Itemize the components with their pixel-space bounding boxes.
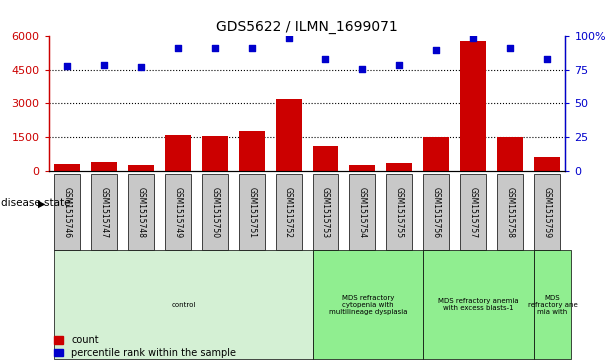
Point	[542, 56, 552, 62]
Text: MDS
refractory ane
mia with: MDS refractory ane mia with	[528, 295, 578, 315]
Bar	[497, 174, 523, 250]
Text: GSM1515758: GSM1515758	[506, 187, 514, 238]
Title: GDS5622 / ILMN_1699071: GDS5622 / ILMN_1699071	[216, 20, 398, 34]
Bar	[202, 136, 227, 171]
Bar	[423, 138, 449, 171]
Bar	[350, 165, 375, 171]
Text: GSM1515757: GSM1515757	[469, 187, 478, 238]
Bar	[54, 164, 80, 171]
Bar	[534, 250, 571, 359]
Point	[173, 45, 183, 51]
Text: GSM1515753: GSM1515753	[321, 187, 330, 238]
Text: control: control	[171, 302, 196, 308]
Bar	[275, 99, 302, 171]
Text: GSM1515747: GSM1515747	[100, 187, 108, 238]
Bar	[313, 250, 423, 359]
Bar	[202, 174, 227, 250]
Text: GSM1515749: GSM1515749	[173, 187, 182, 238]
Bar	[534, 157, 560, 171]
Text: GSM1515756: GSM1515756	[432, 187, 441, 238]
Text: GSM1515754: GSM1515754	[358, 187, 367, 238]
Bar	[423, 174, 449, 250]
Bar	[350, 174, 375, 250]
Text: GSM1515750: GSM1515750	[210, 187, 219, 238]
Text: GSM1515751: GSM1515751	[247, 187, 256, 238]
Bar	[54, 174, 80, 250]
Bar	[128, 174, 154, 250]
Point	[284, 35, 294, 41]
Bar	[313, 174, 339, 250]
Point	[432, 47, 441, 53]
Bar	[128, 164, 154, 171]
Bar	[387, 174, 412, 250]
Point	[468, 35, 478, 41]
Point	[99, 62, 109, 68]
Text: ▶: ▶	[38, 198, 45, 208]
Bar	[91, 162, 117, 171]
Bar	[239, 174, 264, 250]
Bar	[275, 174, 302, 250]
Bar	[313, 146, 339, 171]
Point	[247, 45, 257, 51]
Bar	[387, 163, 412, 171]
Text: GSM1515746: GSM1515746	[63, 187, 72, 238]
Text: MDS refractory anemia
with excess blasts-1: MDS refractory anemia with excess blasts…	[438, 298, 519, 311]
Bar	[423, 250, 534, 359]
Bar	[165, 135, 191, 171]
Legend: count, percentile rank within the sample: count, percentile rank within the sample	[54, 335, 236, 358]
Text: GSM1515759: GSM1515759	[542, 187, 551, 238]
Point	[62, 63, 72, 69]
Point	[395, 62, 404, 68]
Bar	[534, 174, 560, 250]
Bar	[460, 174, 486, 250]
Bar	[497, 136, 523, 171]
Bar	[460, 41, 486, 171]
Point	[210, 45, 219, 51]
Text: GSM1515755: GSM1515755	[395, 187, 404, 238]
Text: GSM1515748: GSM1515748	[136, 187, 145, 238]
Text: GSM1515752: GSM1515752	[284, 187, 293, 238]
Point	[358, 66, 367, 72]
Bar	[54, 250, 313, 359]
Bar	[91, 174, 117, 250]
Text: disease state: disease state	[1, 198, 70, 208]
Point	[136, 64, 146, 70]
Text: MDS refractory
cytopenia with
multilineage dysplasia: MDS refractory cytopenia with multilinea…	[329, 295, 407, 315]
Point	[320, 56, 330, 62]
Bar	[165, 174, 191, 250]
Bar	[239, 131, 264, 171]
Point	[505, 45, 515, 51]
